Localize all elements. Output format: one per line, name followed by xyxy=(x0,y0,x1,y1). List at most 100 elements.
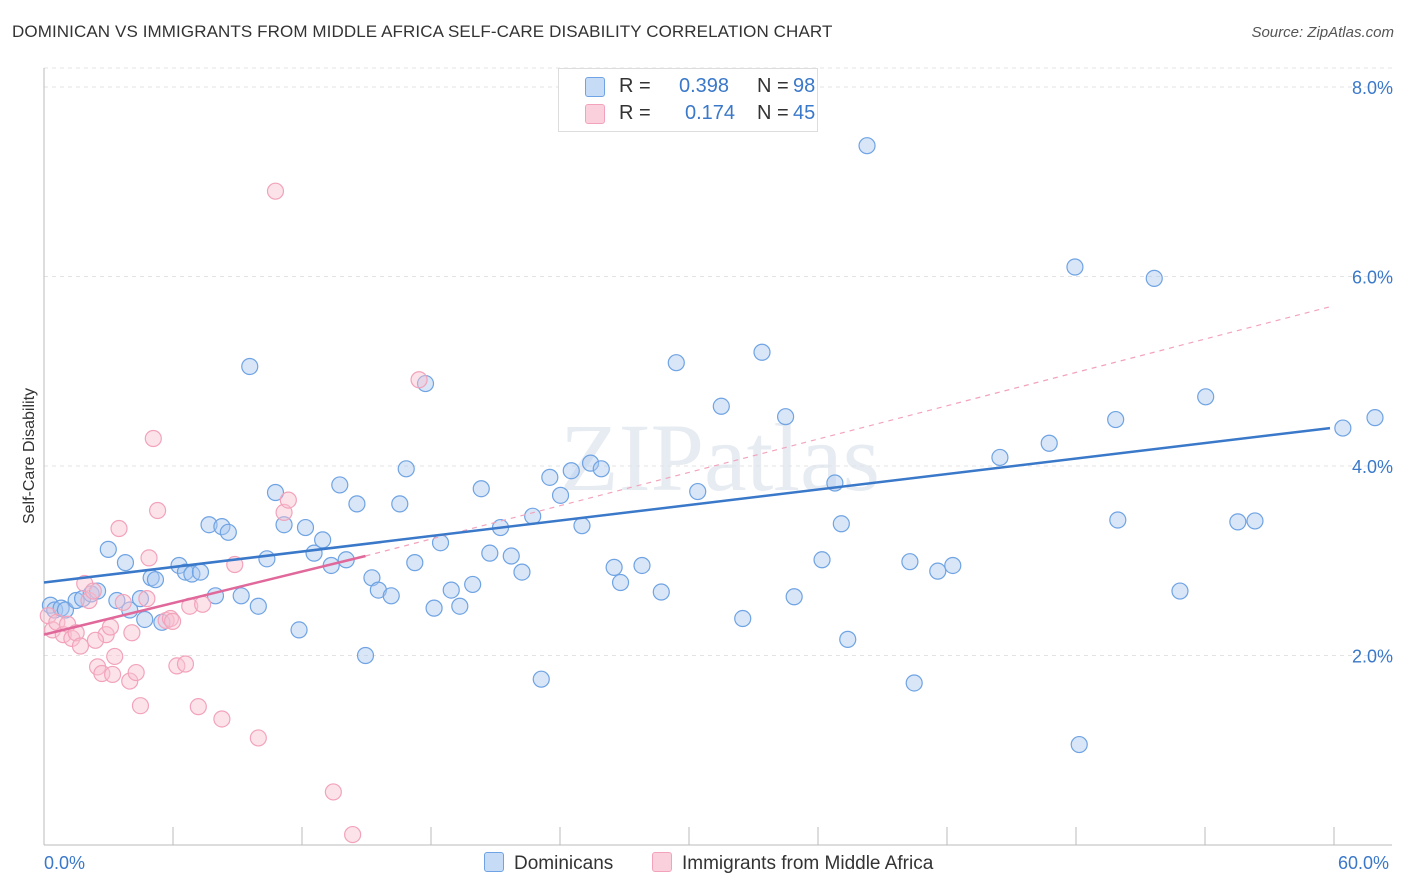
legend-n-label: N = xyxy=(757,75,789,97)
point-dominicans xyxy=(513,563,531,581)
point-dominicans xyxy=(813,551,831,569)
point-dominicans xyxy=(249,597,267,615)
point-middle-africa xyxy=(80,591,98,610)
point-dominicans xyxy=(382,587,400,605)
x-tick-min: 0.0% xyxy=(44,853,86,873)
point-middle-africa xyxy=(121,672,139,690)
point-dominicans xyxy=(929,562,947,580)
point-dominicans xyxy=(502,547,520,565)
y-axis-label: Self-Care Disability xyxy=(21,387,38,525)
chart-title: DOMINICAN VS IMMIGRANTS FROM MIDDLE AFRI… xyxy=(12,22,833,41)
point-dominicans xyxy=(633,556,651,575)
source-credit: Source: ZipAtlas.com xyxy=(1251,24,1394,41)
point-dominicans xyxy=(356,646,375,665)
point-dominicans xyxy=(551,486,570,504)
point-middle-africa xyxy=(213,710,231,728)
legend-n-value: 98 xyxy=(793,75,816,97)
point-dominicans xyxy=(481,544,499,562)
point-dominicans xyxy=(176,563,195,581)
point-middle-africa xyxy=(148,501,167,520)
point-dominicans xyxy=(839,630,857,648)
point-dominicans xyxy=(200,516,218,534)
point-dominicans xyxy=(573,517,591,535)
point-dominicans xyxy=(1334,419,1352,437)
point-middle-africa xyxy=(176,655,195,673)
point-middle-africa xyxy=(266,182,285,200)
swatch-dominicans xyxy=(484,852,504,872)
point-dominicans xyxy=(1040,434,1058,452)
point-dominicans xyxy=(832,515,850,533)
point-dominicans xyxy=(99,540,117,558)
point-dominicans xyxy=(1229,513,1247,531)
point-middle-africa xyxy=(127,663,145,682)
point-middle-africa xyxy=(110,519,128,538)
legend-label-dominicans: Dominicans xyxy=(514,853,614,874)
y-tick-label: 4.0% xyxy=(1352,457,1393,477)
point-middle-africa xyxy=(279,491,297,509)
legend-n-label: N = xyxy=(757,102,789,124)
point-dominicans xyxy=(652,583,670,601)
grid-lines xyxy=(44,67,1392,656)
point-dominicans xyxy=(451,597,469,615)
legend-n-value: 45 xyxy=(793,102,816,124)
point-middle-africa xyxy=(103,665,122,684)
point-middle-africa xyxy=(101,618,120,636)
point-dominicans xyxy=(1366,409,1384,427)
legend-swatch-pink xyxy=(585,104,605,124)
point-dominicans xyxy=(232,587,250,605)
point-dominicans xyxy=(991,448,1009,467)
legend-r-label: R = xyxy=(619,75,651,97)
point-middle-africa xyxy=(144,429,162,448)
point-dominicans xyxy=(785,588,803,606)
point-dominicans xyxy=(191,563,210,581)
watermark: ZIPatlas xyxy=(560,404,880,511)
point-dominicans xyxy=(258,550,276,568)
point-dominicans xyxy=(858,137,876,155)
trend-line-middle-africa-extension xyxy=(365,306,1331,557)
point-middle-africa xyxy=(161,609,180,628)
point-middle-africa xyxy=(140,549,158,567)
point-middle-africa xyxy=(123,624,141,642)
point-middle-africa xyxy=(106,647,124,666)
legend-row-dominicans: R = 0.398 N = 98 xyxy=(585,75,825,99)
legend-label-middle-africa: Immigrants from Middle Africa xyxy=(682,853,934,874)
point-dominicans xyxy=(406,554,424,572)
point-dominicans xyxy=(753,343,771,361)
y-tick-label: 6.0% xyxy=(1352,267,1393,287)
point-middle-africa xyxy=(189,698,207,716)
point-dominicans xyxy=(290,621,308,639)
point-dominicans xyxy=(391,495,409,513)
point-dominicans xyxy=(296,518,315,537)
point-dominicans xyxy=(431,534,450,552)
y-tick-label: 2.0% xyxy=(1352,646,1393,666)
point-dominicans xyxy=(397,460,415,478)
point-dominicans xyxy=(116,554,135,572)
x-tick-max: 60.0% xyxy=(1338,853,1390,873)
point-dominicans xyxy=(1107,410,1125,429)
point-middle-africa xyxy=(410,371,428,389)
legend-swatch-blue xyxy=(585,77,605,97)
point-dominicans xyxy=(131,590,150,608)
point-middle-africa xyxy=(71,637,90,655)
point-dominicans xyxy=(776,408,795,426)
point-dominicans xyxy=(562,462,580,480)
legend-r-value: 0.174 xyxy=(685,102,736,124)
point-dominicans xyxy=(67,591,85,610)
axes xyxy=(43,68,1392,846)
trend-lines xyxy=(43,306,1331,636)
bottom-legend-dominicans: Dominicans xyxy=(484,852,613,875)
point-dominicans xyxy=(1109,511,1127,529)
point-middle-africa xyxy=(249,729,267,747)
point-dominicans xyxy=(1145,269,1163,287)
point-dominicans xyxy=(524,507,542,525)
point-dominicans xyxy=(1171,582,1189,600)
point-middle-africa xyxy=(138,590,156,608)
trend-line-middle-africa xyxy=(43,554,366,636)
point-dominicans xyxy=(56,601,75,619)
data-points xyxy=(39,137,1384,844)
point-dominicans xyxy=(1246,512,1264,530)
point-dominicans xyxy=(266,483,285,502)
point-middle-africa xyxy=(84,582,102,600)
point-dominicans xyxy=(314,531,332,549)
